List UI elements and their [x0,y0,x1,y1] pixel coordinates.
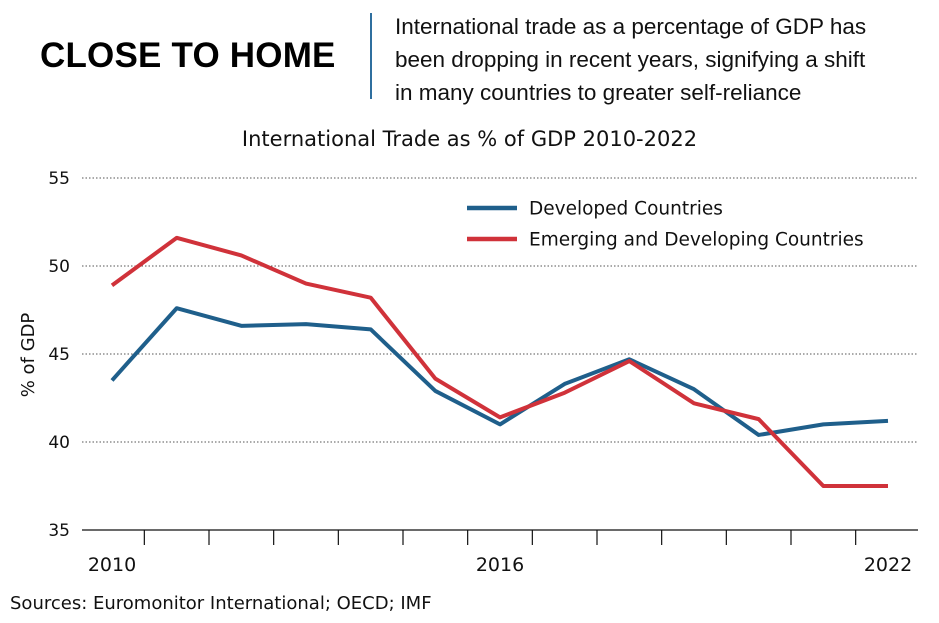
y-tick-label: 50 [48,257,70,277]
x-tick-label: 2010 [88,554,136,576]
legend-label: Emerging and Developing Countries [529,230,864,251]
dek-line: in many countries to greater self-relian… [395,80,802,105]
gridlines [82,177,918,443]
y-axis-label: % of GDP [18,313,39,398]
x-tick-label: 2016 [476,554,524,576]
headline: CLOSE TO HOME [40,36,336,75]
series-line-emerging-and-developing-countries [110,235,888,488]
legend: Developed Countries Emerging and Developi… [467,199,864,251]
series-lines [110,235,889,488]
series-line-developed-countries [110,306,889,437]
y-tick-label: 55 [48,169,70,189]
chart-title: International Trade as % of GDP 2010-202… [241,127,698,151]
y-tick-label: 40 [48,433,70,453]
y-axis-tick-labels: 35 40 45 50 55 [48,169,70,541]
legend-label: Developed Countries [529,199,723,220]
x-tick-label: 2022 [864,554,912,576]
source-note: Sources: Euromonitor International; OECD… [10,593,432,614]
y-tick-label: 45 [48,345,70,365]
dek-line: International trade as a percentage of G… [395,14,867,39]
header-divider [370,13,372,99]
dek: International trade as a percentage of G… [395,10,925,109]
x-axis: 2010 2016 2022 [82,529,918,576]
dek-line: been dropping in recent years, signifyin… [395,47,866,72]
y-tick-label: 35 [48,521,70,541]
